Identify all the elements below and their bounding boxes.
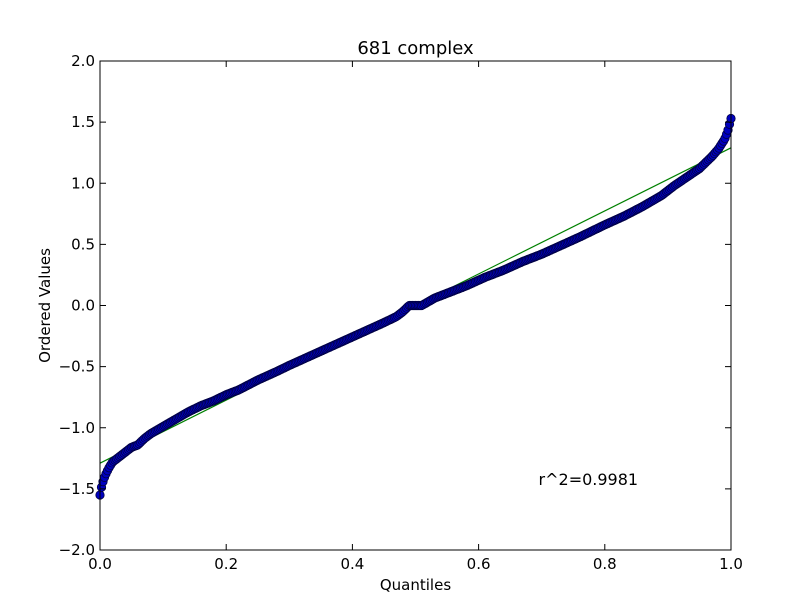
data-points-layer <box>95 113 736 500</box>
y-tick-label: 0.0 <box>71 297 95 315</box>
y-tick-label: 0.5 <box>71 235 95 253</box>
x-tick-label: 0.0 <box>88 555 112 573</box>
y-tick-label: −1.5 <box>59 480 95 498</box>
x-tick-label: 1.0 <box>719 555 743 573</box>
x-tick-label: 0.6 <box>467 555 491 573</box>
y-tick-label: 1.5 <box>71 113 95 131</box>
x-axis-title: Quantiles <box>380 576 451 594</box>
y-tick-label: 2.0 <box>71 52 95 70</box>
y-tick-label: 1.0 <box>71 174 95 192</box>
y-tick-label: −1.0 <box>59 419 95 437</box>
x-tick-label: 0.4 <box>340 555 364 573</box>
y-tick-label: −0.5 <box>59 358 95 376</box>
axis-ticks: 0.0 0.2 0.4 0.6 0.8 1.0 −2.0 −1.5 −1.0 −0.5 0.0 0.5… <box>59 52 743 573</box>
chart-title: 681 complex <box>357 38 474 59</box>
y-axis-title: Ordered Values <box>36 248 54 363</box>
y-tick-label: −2.0 <box>59 541 95 559</box>
x-tick-label: 0.2 <box>214 555 238 573</box>
x-tick-label: 0.8 <box>593 555 617 573</box>
r-squared-annotation: r^2=0.9981 <box>539 470 639 489</box>
